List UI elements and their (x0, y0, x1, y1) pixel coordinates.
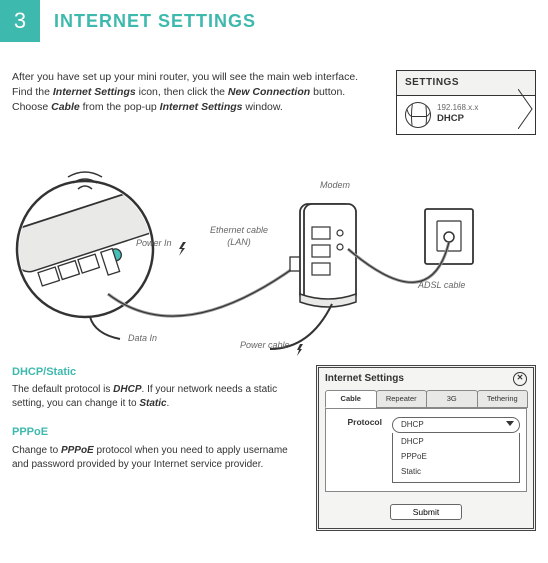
wiring-diagram: Modem Ethernet cable (LAN) Power In Data… (0, 149, 548, 359)
step-number: 3 (0, 0, 40, 42)
settings-preview-title: SETTINGS (397, 71, 535, 96)
protocol-dropdown[interactable]: DHCP (392, 417, 520, 434)
tab-tethering[interactable]: Tethering (477, 390, 529, 408)
section-pppoe-title: PPPoE (12, 425, 296, 440)
settings-proto: DHCP (437, 113, 478, 126)
chevron-down-icon (506, 421, 514, 426)
page-header: 3 INTERNET SETTINGS (0, 0, 548, 42)
arrow-icon (518, 89, 536, 129)
label-power-cable: Power cable (240, 339, 290, 351)
protocol-label: Protocol (332, 417, 382, 428)
protocol-options: DHCP PPPoE Static (392, 433, 520, 482)
section-dhcp-text: The default protocol is DHCP. If your ne… (12, 383, 296, 411)
modem-shape (300, 204, 356, 307)
window-title: Internet Settings (325, 372, 404, 386)
label-data-in: Data In (128, 332, 157, 344)
tab-repeater[interactable]: Repeater (376, 390, 428, 408)
tab-3g[interactable]: 3G (426, 390, 478, 408)
option-pppoe[interactable]: PPPoE (393, 450, 519, 465)
intro-text: After you have set up your mini router, … (12, 70, 378, 135)
label-adsl: ADSL cable (418, 279, 465, 291)
label-modem: Modem (320, 179, 350, 191)
label-power-in: Power In (136, 237, 172, 249)
section-dhcp-title: DHCP/Static (12, 365, 296, 380)
internet-settings-window: Internet Settings ✕ Cable Repeater 3G Te… (316, 365, 536, 531)
option-static[interactable]: Static (393, 465, 519, 480)
section-pppoe-text: Change to PPPoE protocol when you need t… (12, 444, 296, 472)
settings-preview: SETTINGS 192.168.x.x DHCP (396, 70, 536, 135)
tab-cable[interactable]: Cable (325, 390, 377, 408)
page-title: INTERNET SETTINGS (40, 0, 256, 42)
option-dhcp[interactable]: DHCP (393, 435, 519, 450)
close-icon[interactable]: ✕ (513, 372, 527, 386)
label-ethernet: Ethernet cable (LAN) (210, 224, 268, 248)
globe-icon (405, 102, 431, 128)
settings-ip: 192.168.x.x (437, 103, 478, 114)
submit-button[interactable]: Submit (390, 504, 462, 520)
window-tabs: Cable Repeater 3G Tethering (319, 390, 533, 408)
